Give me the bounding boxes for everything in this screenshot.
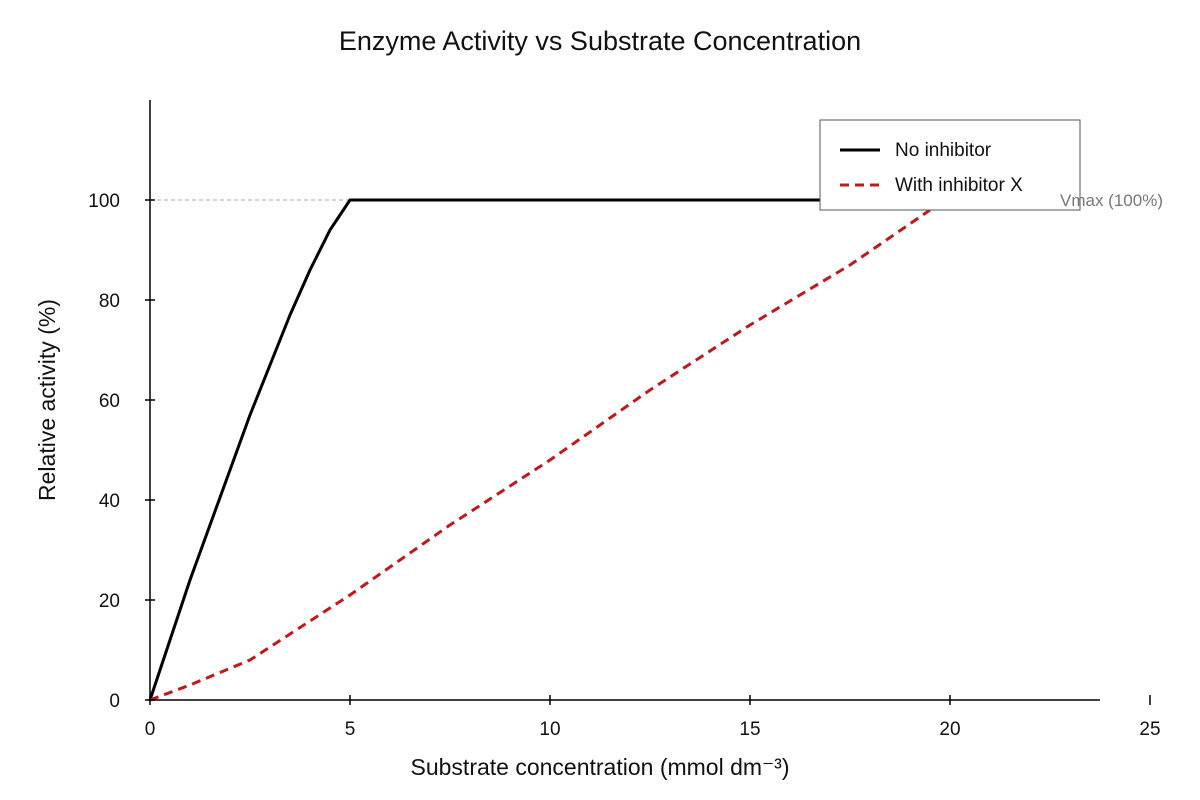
series-line-no-inhibitor — [148, 198, 940, 702]
reference-label-layer: Vmax (100%) — [1060, 191, 1163, 210]
series-layer — [148, 198, 940, 702]
legend: No inhibitor With inhibitor X — [819, 119, 1081, 211]
y-tick-label: 40 — [99, 491, 120, 512]
chart-title: Enzyme Activity vs Substrate Concentrati… — [339, 26, 861, 56]
y-tick-label: 60 — [99, 391, 120, 412]
x-axis-label: Substrate concentration (mmol dm⁻³) — [411, 754, 790, 780]
x-tick-label: 0 — [145, 719, 156, 740]
vmax-reference-label: Vmax (100%) — [1060, 191, 1163, 210]
x-tick-label: 25 — [1139, 719, 1160, 740]
x-ticks: 0 5 10 15 20 25 — [145, 695, 1161, 740]
x-tick-label: 5 — [345, 719, 356, 740]
y-tick-label: 80 — [99, 291, 120, 312]
y-tick-label: 100 — [88, 191, 120, 212]
x-tick-label: 10 — [539, 719, 560, 740]
x-tick-label: 20 — [939, 719, 960, 740]
y-axis-label: Relative activity (%) — [34, 299, 60, 501]
legend-box — [819, 119, 1081, 211]
y-tick-label: 0 — [109, 691, 120, 712]
legend-label-no-inhibitor: No inhibitor — [895, 140, 992, 161]
y-tick-label: 20 — [99, 591, 120, 612]
series-line-inhibitor-x — [149, 208, 931, 702]
legend-label-inhibitor-x: With inhibitor X — [895, 175, 1023, 196]
x-tick-label: 15 — [739, 719, 760, 740]
y-ticks: 0 20 40 60 80 100 — [88, 191, 155, 712]
